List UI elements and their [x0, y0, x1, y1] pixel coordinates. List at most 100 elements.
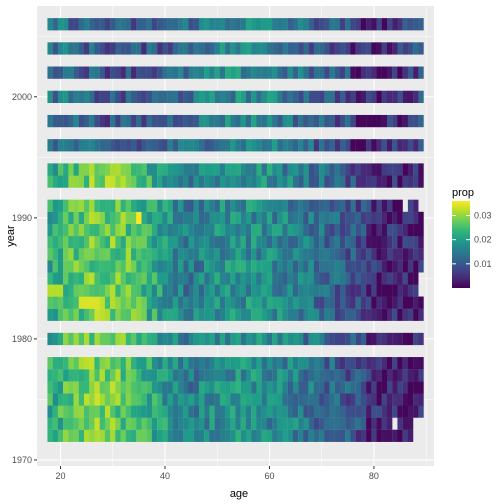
heatmap-tile [162, 429, 168, 442]
heatmap-tile [141, 211, 147, 225]
heatmap-tile [418, 332, 424, 346]
heatmap-tile [178, 248, 184, 261]
heatmap-tile [115, 114, 121, 128]
heatmap-tile [287, 18, 294, 31]
heatmap-tile [219, 211, 226, 225]
heatmap-tile [292, 114, 299, 128]
heatmap-tile [235, 90, 241, 103]
heatmap-tile [63, 42, 69, 55]
heatmap-tile [188, 163, 194, 176]
heatmap-tile [57, 42, 64, 55]
heatmap-tile [146, 332, 153, 346]
heatmap-tile [193, 429, 200, 442]
heatmap-tile [178, 66, 184, 79]
heatmap-tile [287, 223, 294, 237]
heatmap-tile [225, 211, 231, 225]
heatmap-tile [120, 272, 126, 285]
heatmap-tile [219, 223, 226, 237]
heatmap-tile [204, 417, 210, 430]
heatmap-tile [266, 417, 273, 430]
heatmap-tile [334, 211, 341, 225]
heatmap-tile [402, 381, 409, 394]
heatmap-tile [110, 236, 116, 249]
heatmap-tile [209, 417, 215, 430]
heatmap-tile [63, 139, 69, 152]
heatmap-tile [78, 308, 85, 321]
heatmap-tile [298, 66, 304, 79]
heatmap-tile [245, 429, 252, 442]
legend-tick-label: 0.02 [474, 235, 492, 245]
heatmap-tile [392, 260, 398, 273]
heatmap-tile [235, 139, 241, 152]
heatmap-tile [209, 248, 215, 261]
heatmap-tile [360, 308, 367, 321]
heatmap-tile [360, 175, 367, 188]
heatmap-tile [99, 90, 106, 103]
heatmap-tile [324, 296, 330, 309]
heatmap-tile [204, 381, 210, 394]
heatmap-tile [78, 381, 85, 394]
heatmap-tile [136, 296, 142, 309]
heatmap-tile [73, 211, 79, 225]
heatmap-tile [313, 139, 320, 152]
heatmap-tile [266, 139, 273, 152]
heatmap-tile [167, 272, 173, 285]
heatmap-tile [84, 393, 90, 406]
heatmap-tile [308, 260, 314, 273]
heatmap-tile [157, 429, 163, 442]
heatmap-tile [381, 248, 388, 261]
heatmap-tile [381, 139, 388, 152]
heatmap-tile [57, 393, 64, 406]
heatmap-tile [366, 42, 372, 55]
heatmap-tile [313, 260, 320, 273]
heatmap-tile [371, 175, 377, 188]
heatmap-tile [245, 417, 252, 430]
heatmap-tile [303, 284, 309, 297]
heatmap-tile [355, 163, 362, 176]
heatmap-tile [334, 18, 341, 31]
heatmap-tile [381, 332, 388, 346]
heatmap-tile [141, 223, 147, 237]
heatmap-tile [219, 284, 226, 297]
heatmap-tile [277, 211, 283, 225]
heatmap-tile [287, 357, 294, 370]
heatmap-tile [198, 18, 205, 31]
heatmap-tile [99, 296, 106, 309]
heatmap-tile [386, 18, 393, 31]
heatmap-tile [313, 114, 320, 128]
heatmap-tile [240, 90, 247, 103]
heatmap-tile [104, 357, 111, 370]
heatmap-tile [188, 393, 194, 406]
heatmap-tile [413, 284, 419, 297]
heatmap-tile [151, 332, 158, 346]
heatmap-tile [313, 393, 320, 406]
heatmap-tile [282, 381, 288, 394]
heatmap-tile [308, 429, 314, 442]
heatmap-tile [292, 175, 299, 188]
heatmap-tile [235, 248, 241, 261]
heatmap-tile [89, 357, 95, 370]
heatmap-tile [298, 248, 304, 261]
heatmap-tile [345, 369, 351, 382]
heatmap-tile [245, 18, 252, 31]
heatmap-tile [360, 163, 367, 176]
heatmap-tile [214, 308, 220, 321]
heatmap-tile [245, 284, 252, 297]
heatmap-tile [188, 90, 194, 103]
heatmap-tile [178, 211, 184, 225]
heatmap-tile [272, 405, 278, 418]
heatmap-tile [282, 393, 288, 406]
heatmap-tile [256, 381, 262, 394]
heatmap-tile [402, 393, 409, 406]
heatmap-tile [204, 429, 210, 442]
heatmap-tile [167, 42, 173, 55]
heatmap-tile [386, 429, 393, 442]
heatmap-tile [198, 260, 205, 273]
heatmap-tile [392, 175, 398, 188]
heatmap-tile [104, 66, 111, 79]
heatmap-tile [141, 66, 147, 79]
heatmap-tile [261, 332, 267, 346]
heatmap-tile [355, 199, 362, 212]
heatmap-tile [407, 18, 414, 31]
heatmap-tile [73, 139, 79, 152]
